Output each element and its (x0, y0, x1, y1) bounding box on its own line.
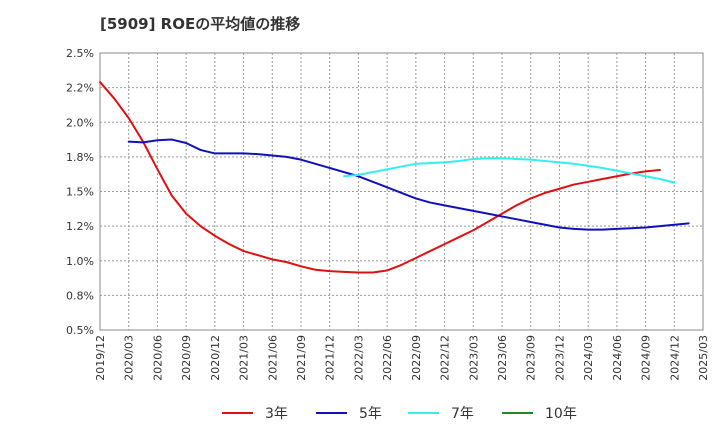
x-tick-label: 2021/12 (324, 335, 337, 381)
x-tick-label: 2022/09 (410, 335, 423, 381)
x-tick-label: 2023/06 (496, 335, 509, 381)
y-tick-label: 0.5% (66, 324, 94, 337)
x-tick-label: 2025/03 (697, 335, 710, 381)
y-axis: 0.5% 0.8% 1.0% 1.2% 1.5% 1.8% 2.0% 2.2% 2.5% (66, 47, 94, 337)
series-lines (99, 81, 690, 274)
x-tick-label: 2023/09 (525, 335, 538, 381)
series-line-5年 (127, 138, 690, 231)
legend: 3年 5年 7年 10年 (222, 406, 577, 422)
chart-title: [5909] ROEの平均値の推移 (100, 15, 301, 33)
legend-label: 5年 (359, 406, 382, 422)
grid-lines (100, 53, 703, 330)
x-tick-label: 2024/12 (668, 335, 681, 381)
y-tick-label: 1.8% (66, 151, 94, 164)
y-tick-label: 1.0% (66, 255, 94, 268)
x-tick-label: 2022/03 (352, 335, 365, 381)
x-tick-label: 2021/03 (238, 335, 251, 381)
x-tick-label: 2023/12 (553, 335, 566, 381)
legend-label: 7年 (451, 406, 474, 422)
y-tick-label: 1.5% (66, 186, 94, 199)
x-tick-label: 2022/12 (439, 335, 452, 381)
x-tick-label: 2021/06 (266, 335, 279, 381)
x-axis: 2019/12 2020/03 2020/06 2020/09 2020/12 2021/… (94, 335, 710, 381)
y-tick-label: 2.0% (66, 116, 94, 129)
legend-label: 10年 (545, 406, 577, 422)
x-tick-label: 2024/03 (582, 335, 595, 381)
y-tick-label: 0.8% (66, 289, 94, 302)
series-line-3年 (99, 81, 661, 274)
x-tick-label: 2022/06 (381, 335, 394, 381)
y-tick-label: 2.2% (66, 82, 94, 95)
series-line-7年 (343, 157, 676, 184)
x-tick-label: 2020/12 (209, 335, 222, 381)
x-tick-label: 2020/03 (123, 335, 136, 381)
x-tick-label: 2024/09 (640, 335, 653, 381)
y-tick-label: 1.2% (66, 220, 94, 233)
x-tick-label: 2019/12 (94, 335, 107, 381)
x-tick-label: 2021/09 (295, 335, 308, 381)
x-tick-label: 2023/03 (467, 335, 480, 381)
x-tick-label: 2024/06 (611, 335, 624, 381)
legend-label: 3年 (265, 406, 288, 422)
x-tick-label: 2020/06 (151, 335, 164, 381)
y-tick-label: 2.5% (66, 47, 94, 60)
x-tick-label: 2020/09 (180, 335, 193, 381)
